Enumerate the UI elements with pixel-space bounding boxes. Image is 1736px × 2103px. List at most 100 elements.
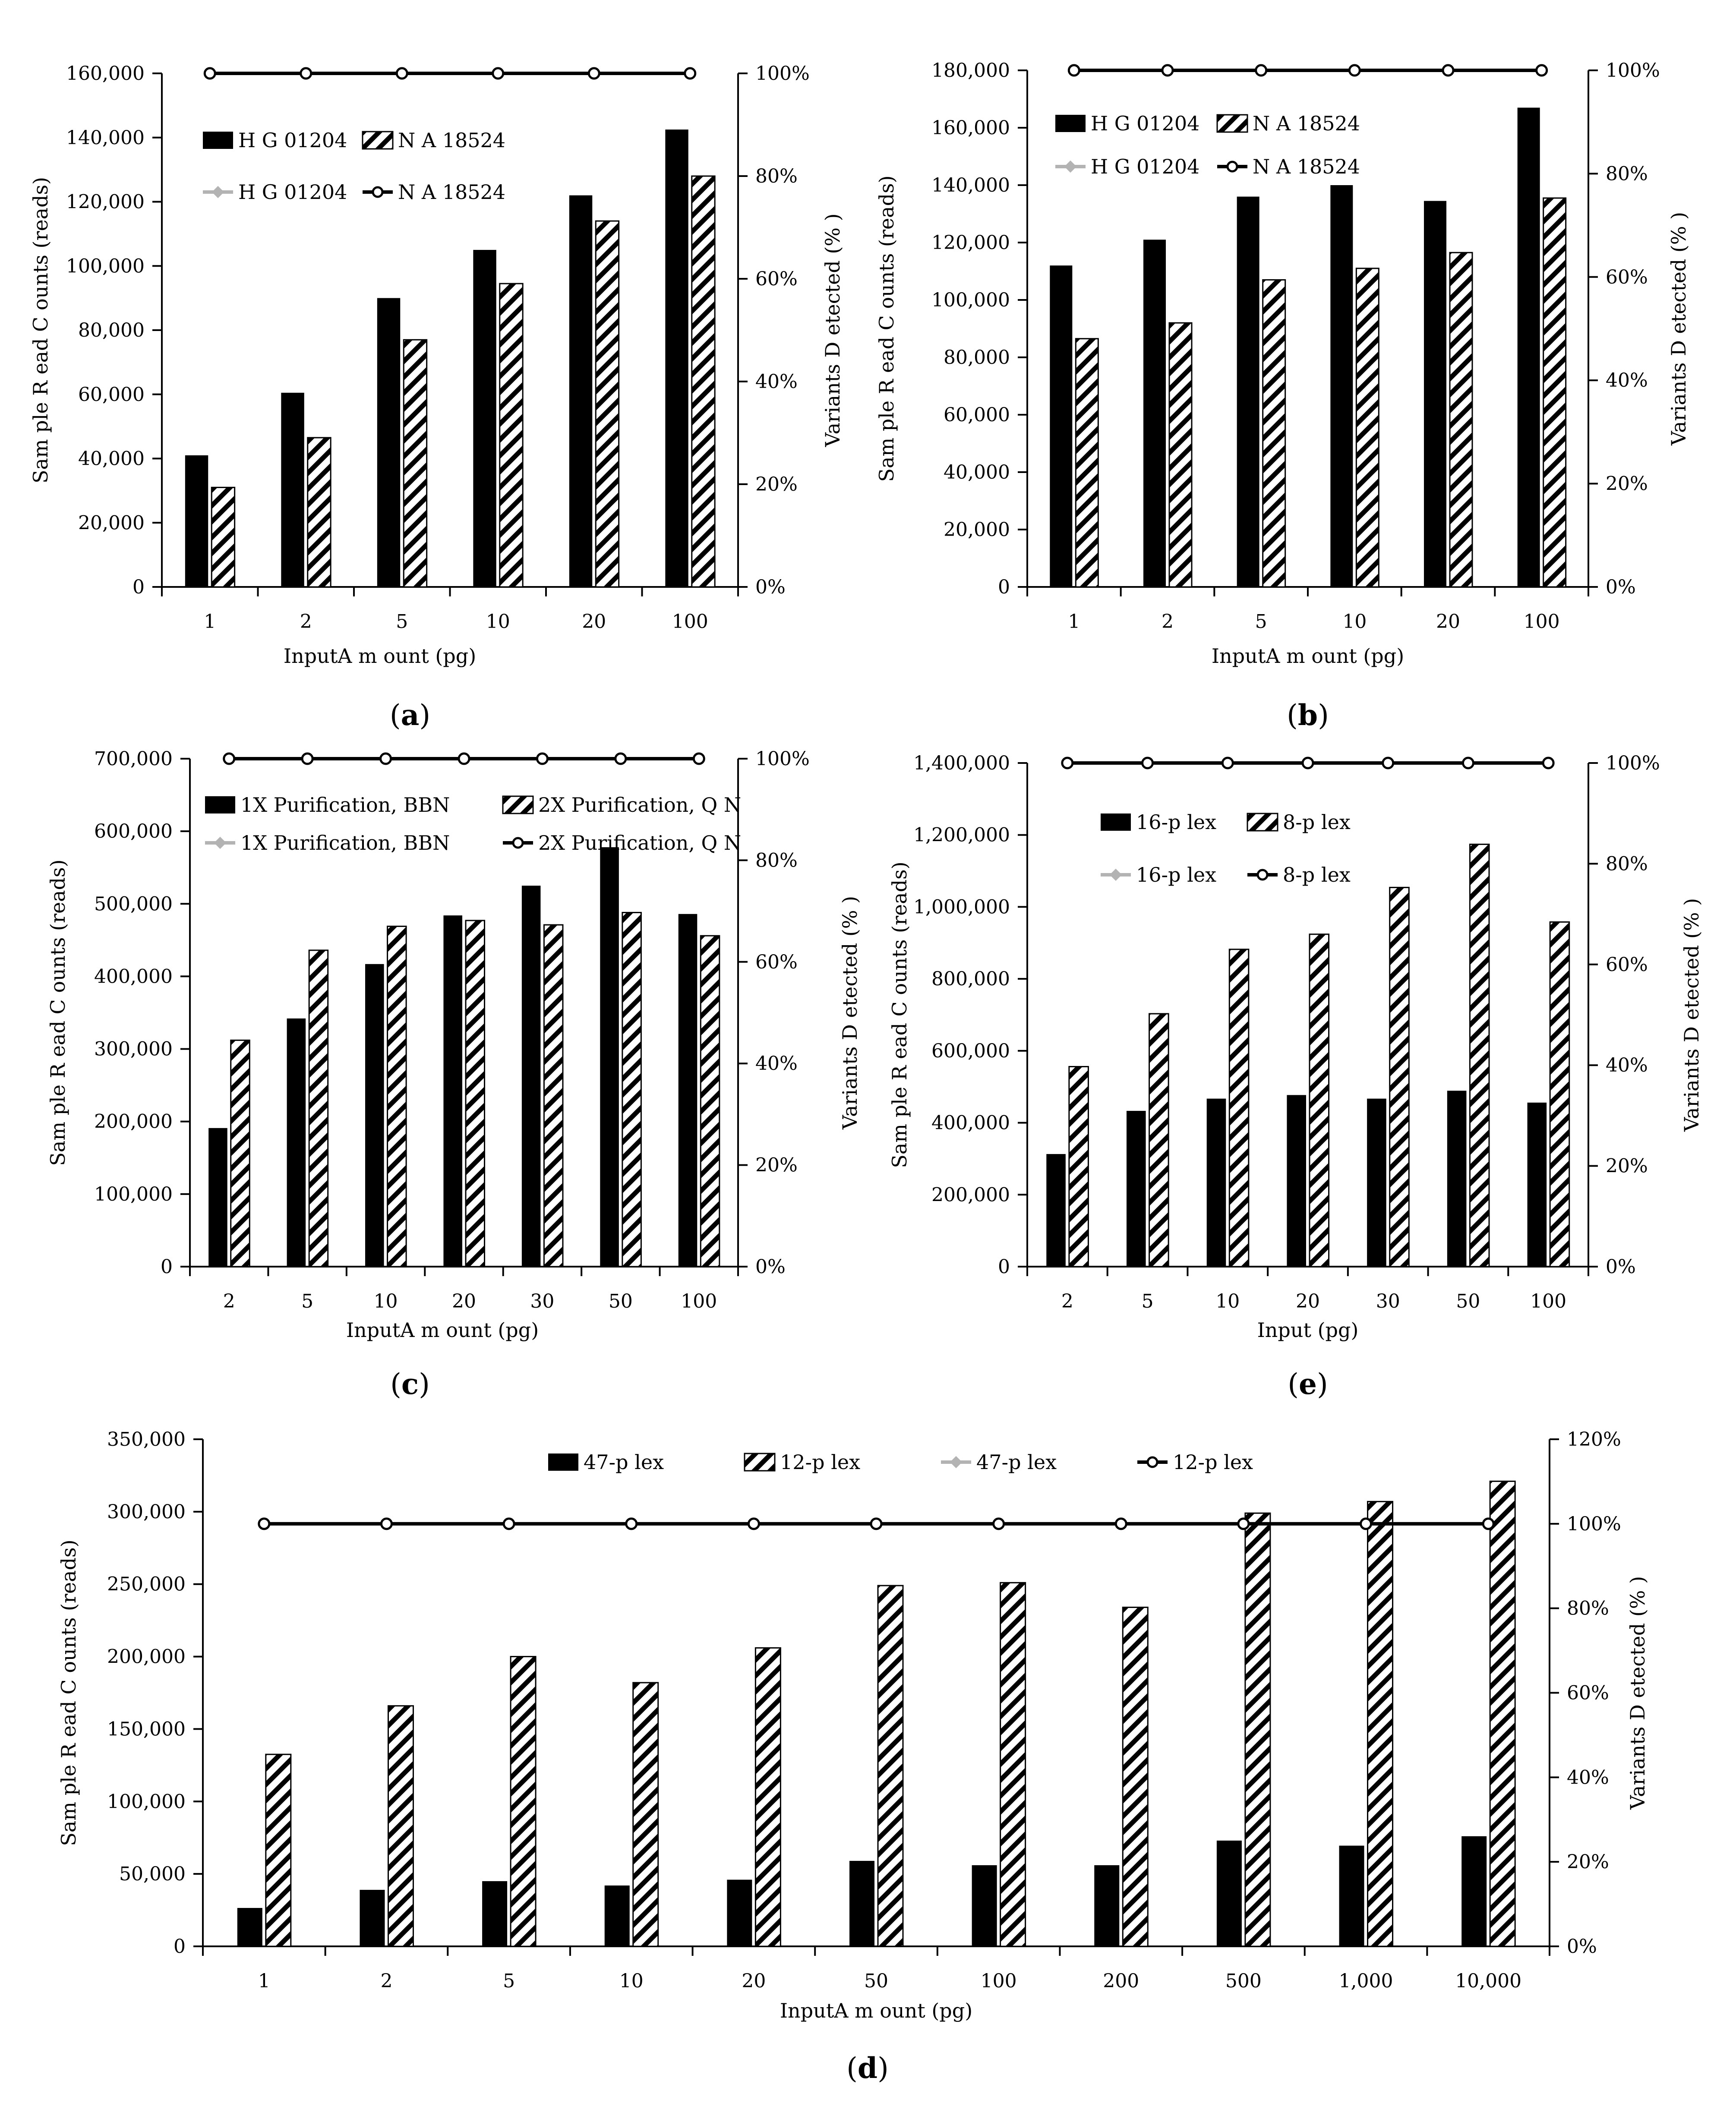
line-marker-1-5 <box>614 752 627 765</box>
panel-label: (d) <box>846 2051 889 2085</box>
x-tick-label: 30 <box>1376 1290 1400 1312</box>
y-tick-label: 80,000 <box>78 319 145 341</box>
x-tick-label: 5 <box>503 1970 515 1992</box>
bar-h-g-01204-0 <box>185 455 208 587</box>
bar-n-a-18524-0 <box>211 486 236 588</box>
line-marker-1-0 <box>258 1517 271 1530</box>
y-tick-label: 50,000 <box>119 1863 186 1885</box>
y-tick-label: 0 <box>174 1936 186 1958</box>
legend-label: N A 18524 <box>398 180 505 204</box>
legend-label: 1X Purification, BBN <box>240 831 450 854</box>
bar-2x-purification-q-n-0 <box>230 1039 250 1267</box>
line-marker-1-4 <box>587 67 600 80</box>
bar-47-p-lex-10 <box>1461 1836 1487 1946</box>
y-tick-label: 200,000 <box>94 1111 173 1133</box>
x-tick-label: 50 <box>864 1970 888 1992</box>
x-tick-label: 50 <box>1456 1290 1480 1312</box>
legend-diamond-marker <box>214 836 227 849</box>
x-tick-label: 2 <box>1061 1290 1073 1312</box>
line-marker-1-5 <box>1535 64 1548 77</box>
y-tick-label: 150,000 <box>107 1718 186 1740</box>
line-marker-1-5 <box>684 67 697 80</box>
bar-47-p-lex-3 <box>604 1885 630 1946</box>
bar-47-p-lex-2 <box>482 1881 508 1946</box>
bar-1x-purification-bbn-4 <box>521 886 541 1267</box>
y-tick-label: 160,000 <box>931 117 1010 139</box>
line-marker-1-1 <box>301 752 314 765</box>
legend-label: 12-p lex <box>780 1450 860 1474</box>
y-axis-title: Sam ple R ead C ounts (reads) <box>29 177 52 483</box>
bar-47-p-lex-6 <box>972 1865 997 1946</box>
line-marker-1-3 <box>1301 757 1314 769</box>
bar-2x-purification-q-n-3 <box>465 920 486 1267</box>
bar-n-a-18524-1 <box>307 437 331 588</box>
y2-tick-label: 80% <box>755 165 798 187</box>
line-marker-1-4 <box>1442 64 1455 77</box>
y-tick-label: 60,000 <box>944 404 1010 426</box>
line-marker-1-4 <box>536 752 549 765</box>
legend-swatch-hatched <box>1247 813 1278 832</box>
line-marker-1-4 <box>1382 757 1395 769</box>
y-tick-label: 20,000 <box>944 519 1010 541</box>
y2-tick-label: 20% <box>1567 1851 1609 1873</box>
y2-tick-label: 20% <box>755 473 798 495</box>
legend-diamond-marker <box>211 186 224 199</box>
bar-12-p-lex-5 <box>877 1585 904 1947</box>
line-marker-1-0 <box>203 67 216 80</box>
line-marker-1-5 <box>1461 757 1474 769</box>
bar-8-p-lex-0 <box>1068 1066 1089 1267</box>
x-tick-label: 5 <box>396 611 408 633</box>
line-marker-1-1 <box>380 1517 393 1530</box>
bar-n-a-18524-5 <box>691 175 716 588</box>
bar-n-a-18524-5 <box>1543 197 1567 588</box>
bar-12-p-lex-8 <box>1244 1512 1271 1947</box>
bar-47-p-lex-9 <box>1339 1845 1364 1946</box>
y-tick-label: 100,000 <box>94 1183 173 1205</box>
y-tick-label: 140,000 <box>66 127 145 149</box>
y2-tick-label: 100% <box>1606 752 1660 774</box>
line-marker-1-2 <box>395 67 408 80</box>
legend-label: 8-p lex <box>1283 863 1351 886</box>
bar-12-p-lex-2 <box>510 1656 537 1947</box>
bar-h-g-01204-4 <box>569 195 593 587</box>
y-tick-label: 300,000 <box>94 1038 173 1060</box>
chart-panel-a: 0 20,000 40,000 60,000 80,000 100,000 120,000 1… <box>29 63 844 732</box>
line-marker-1-2 <box>1255 64 1268 77</box>
bar-2x-purification-q-n-4 <box>543 924 564 1267</box>
bar-n-a-18524-2 <box>1262 279 1286 588</box>
y2-tick-label: 0% <box>755 576 786 598</box>
bar-16-p-lex-3 <box>1287 1095 1306 1267</box>
x-axis-title: InputA m ount (pg) <box>1212 644 1404 668</box>
legend-diamond-marker <box>950 1456 963 1469</box>
y2-axis-title: Variants D etected (% ) <box>1626 1576 1649 1810</box>
line-marker-1-8 <box>1237 1517 1250 1530</box>
bar-1x-purification-bbn-3 <box>443 915 462 1267</box>
x-tick-label: 5 <box>301 1290 313 1312</box>
legend-swatch-solid <box>548 1453 578 1471</box>
y2-axis-title: Variants D etected (% ) <box>1680 898 1703 1132</box>
bar-h-g-01204-4 <box>1424 201 1446 587</box>
line-marker-1-6 <box>1542 757 1555 769</box>
bar-12-p-lex-6 <box>1000 1582 1026 1947</box>
bar-12-p-lex-3 <box>632 1682 659 1947</box>
legend-circle-marker <box>1256 869 1269 881</box>
y2-tick-label: 60% <box>755 951 798 973</box>
bar-12-p-lex-9 <box>1367 1501 1394 1947</box>
bar-n-a-18524-1 <box>1168 322 1193 588</box>
y-tick-label: 100,000 <box>107 1791 186 1813</box>
y2-tick-label: 60% <box>1606 266 1648 288</box>
bar-n-a-18524-3 <box>499 283 524 588</box>
line-marker-1-5 <box>870 1517 883 1530</box>
x-tick-label: 10 <box>374 1290 398 1312</box>
bar-12-p-lex-0 <box>265 1753 292 1947</box>
y2-tick-label: 0% <box>1606 1256 1636 1278</box>
x-tick-label: 100 <box>1530 1290 1566 1312</box>
y2-axis-title: Variants D etected (% ) <box>1667 212 1690 446</box>
line-marker-1-2 <box>1221 757 1234 769</box>
bar-1x-purification-bbn-6 <box>678 914 698 1267</box>
y2-tick-label: 0% <box>1567 1936 1597 1958</box>
y2-tick-label: 120% <box>1567 1428 1621 1450</box>
y-tick-label: 80,000 <box>944 347 1010 369</box>
x-tick-label: 100 <box>681 1290 717 1312</box>
x-tick-label: 100 <box>672 611 708 633</box>
